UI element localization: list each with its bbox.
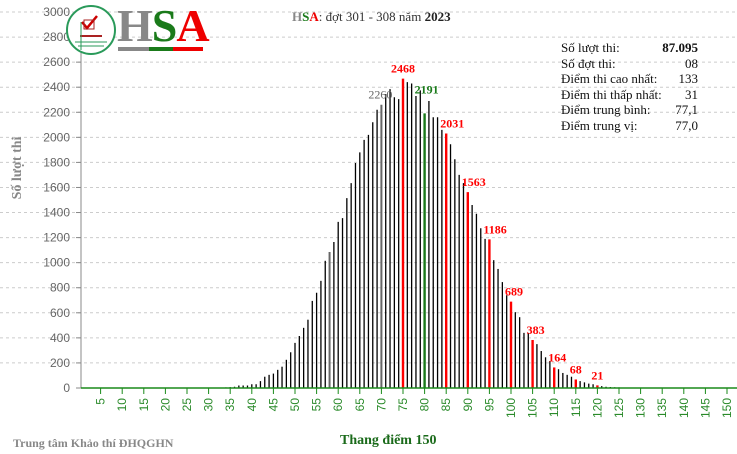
y-tick-label: 200 xyxy=(50,356,70,370)
data-label: 383 xyxy=(527,323,545,337)
x-tick-label: 60 xyxy=(331,398,345,412)
x-tick-label: 125 xyxy=(612,398,626,418)
stat-label: Điểm thi thấp nhất: xyxy=(561,86,662,102)
y-tick-label: 1400 xyxy=(43,206,70,220)
y-tick-label: 600 xyxy=(50,306,70,320)
x-tick-label: 40 xyxy=(245,398,259,412)
x-tick-label: 90 xyxy=(461,398,475,412)
x-tick-label: 25 xyxy=(180,398,194,412)
stat-row: Số đợt thi: 08 xyxy=(561,56,698,72)
y-tick-label: 2800 xyxy=(43,30,70,44)
chart-title: HSA: đợt 301 - 308 năm 2023 xyxy=(292,9,451,24)
data-label: 2191 xyxy=(415,82,439,96)
data-label: 21 xyxy=(591,368,603,382)
title-year: 2023 xyxy=(424,9,451,24)
x-tick-label: 20 xyxy=(158,398,172,412)
x-tick-label: 30 xyxy=(202,398,216,412)
x-tick-label: 65 xyxy=(353,398,367,412)
y-tick-label: 0 xyxy=(63,381,70,395)
y-tick-label: 1600 xyxy=(43,180,70,194)
stat-label: Điểm trung vị: xyxy=(561,117,638,133)
data-label: 68 xyxy=(570,362,582,376)
y-tick-label: 3000 xyxy=(43,5,70,19)
y-tick-label: 1000 xyxy=(43,256,70,270)
x-tick-label: 15 xyxy=(137,398,151,412)
stat-value: 77,0 xyxy=(675,117,698,133)
y-axis-label: Số lượt thi xyxy=(10,136,25,200)
stat-row: Số lượt thi: 87.095 xyxy=(561,40,698,56)
stats-box: Số lượt thi: 87.095 Số đợt thi: 08 Điểm th… xyxy=(561,40,698,134)
stat-row: Điểm trung bình: 77,1 xyxy=(561,102,698,118)
y-tick-label: 1800 xyxy=(43,155,70,169)
stat-value: 87.095 xyxy=(662,40,698,55)
x-tick-label: 135 xyxy=(655,398,669,418)
stat-row: Điểm thi thấp nhất: 31 xyxy=(561,87,698,103)
x-tick-label: 140 xyxy=(677,398,691,418)
y-tick-label: 2000 xyxy=(43,130,70,144)
x-tick-label: 85 xyxy=(439,398,453,412)
stat-label: Số lượt thi: xyxy=(561,40,620,55)
x-tick-label: 115 xyxy=(569,398,583,417)
title-middle: : đợt 301 - 308 năm xyxy=(318,9,425,24)
stat-value: 08 xyxy=(685,55,698,71)
stat-value: 31 xyxy=(685,86,698,102)
x-tick-label: 130 xyxy=(634,398,648,418)
x-tick-label: 50 xyxy=(288,398,302,412)
x-tick-label: 45 xyxy=(266,398,280,412)
x-tick-label: 105 xyxy=(526,398,540,418)
data-label: 2468 xyxy=(391,62,415,76)
x-axis-label: Thang điểm 150 xyxy=(340,433,437,448)
x-tick-label: 110 xyxy=(547,398,561,417)
data-label: 164 xyxy=(548,350,566,364)
footer-credit: Trung tâm Khảo thí ĐHQGHN xyxy=(13,436,174,450)
x-tick-label: 145 xyxy=(698,398,712,418)
data-label: 689 xyxy=(505,285,523,299)
stat-value: 77,1 xyxy=(675,102,698,118)
stat-label: Số đợt thi: xyxy=(561,55,616,71)
x-tick-label: 150 xyxy=(720,398,734,418)
data-label: 1186 xyxy=(483,222,506,236)
x-tick-label: 55 xyxy=(310,398,324,412)
logo-text: HSA xyxy=(117,0,210,51)
y-tick-label: 400 xyxy=(50,331,70,345)
x-tick-label: 95 xyxy=(482,398,496,412)
x-tick-label: 10 xyxy=(115,398,129,412)
stat-label: Điểm thi cao nhất: xyxy=(561,71,658,87)
y-tick-label: 2400 xyxy=(43,80,70,94)
stat-row: Điểm trung vị: 77,0 xyxy=(561,118,698,134)
x-tick-label: 70 xyxy=(374,398,388,412)
y-tick-label: 2600 xyxy=(43,55,70,69)
data-label: 2031 xyxy=(440,116,464,130)
x-tick-label: 5 xyxy=(94,398,108,405)
stat-value: 133 xyxy=(678,71,699,87)
x-tick-label: 80 xyxy=(418,398,432,412)
x-tick-label: 100 xyxy=(504,398,518,418)
vnu-cet-badge-icon xyxy=(66,5,203,55)
y-tick-label: 800 xyxy=(50,281,70,295)
y-tick-label: 2200 xyxy=(43,105,70,119)
stat-label: Điểm trung bình: xyxy=(561,102,651,118)
stat-row: Điểm thi cao nhất: 133 xyxy=(561,71,698,87)
y-tick-label: 1200 xyxy=(43,231,70,245)
data-label: 2260 xyxy=(368,88,392,102)
x-tick-label: 35 xyxy=(223,398,237,412)
x-tick-label: 75 xyxy=(396,398,410,412)
x-tick-label: 120 xyxy=(590,398,604,418)
data-label: 1563 xyxy=(462,175,486,189)
